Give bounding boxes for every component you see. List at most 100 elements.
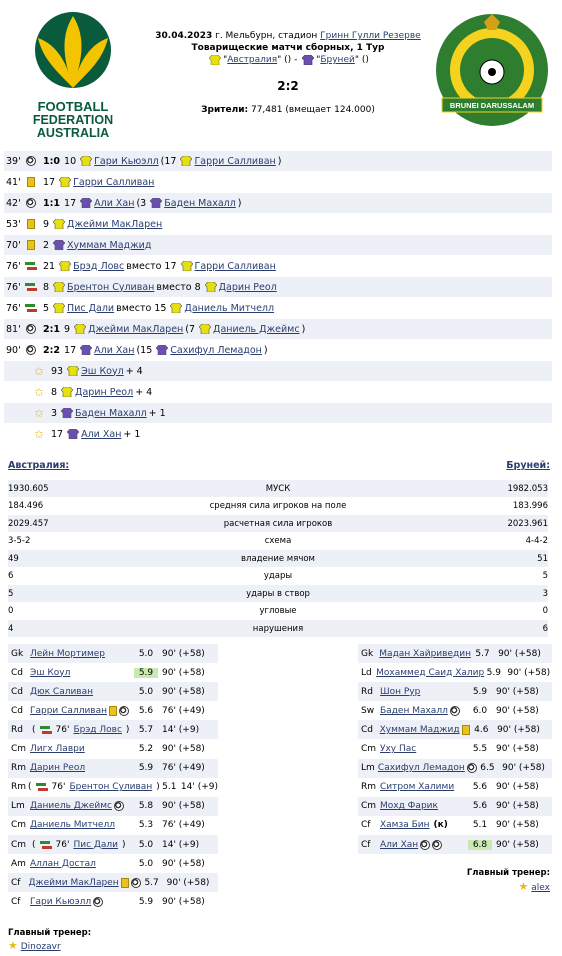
player-link[interactable]: Брэд Ловс	[73, 724, 122, 735]
player-link[interactable]: Гари Кьюэлл	[30, 896, 92, 907]
player-link[interactable]: Гарри Салливан	[73, 176, 155, 188]
player-link[interactable]: Ситром Халими	[380, 782, 455, 793]
event-row: 39' 1:0 10 Гари Кьюэлл (17 Гарри Салливан)	[4, 151, 552, 171]
player-row: Gk Мадан Хайриведин 5.7 90' (+58)	[358, 644, 552, 663]
player-link[interactable]: Али Хан	[380, 839, 419, 850]
player-link[interactable]: Дарин Реол	[218, 281, 277, 293]
player-link[interactable]: Дарин Реол	[30, 763, 86, 774]
player-link[interactable]: Хуммам Маджид	[67, 239, 152, 251]
stadium-link[interactable]: Гринн Гулли Резерве	[320, 31, 421, 41]
player-link[interactable]: Брентон Суливан	[67, 281, 155, 293]
home-team-link[interactable]: Австралия	[227, 55, 278, 65]
player-link[interactable]: Лейн Мортимер	[30, 648, 106, 659]
away-shirt-icon	[79, 344, 93, 356]
player-link[interactable]: Брэд Ловс	[73, 260, 125, 272]
player-time: 90' (+58)	[496, 744, 539, 754]
player-link[interactable]: Даниель Митчелл	[184, 302, 275, 314]
player-link[interactable]: Баден Махалл	[380, 705, 448, 716]
player-time: 14' (+9)	[180, 782, 218, 793]
player-link[interactable]: Баден Махалл	[164, 197, 236, 209]
player-link[interactable]: Гарри Салливан	[30, 705, 107, 716]
player-number: 8	[51, 386, 58, 398]
player-link[interactable]: Дюк Саливан	[30, 686, 94, 697]
player-link[interactable]: Хамза Бин	[380, 820, 430, 831]
player-time: 90' (+58)	[496, 705, 539, 716]
player-link[interactable]: Мохаммед Саид Халир	[376, 667, 485, 678]
player-link[interactable]: Мадан Хайриведин	[379, 648, 471, 659]
stat-home: 0	[8, 606, 14, 616]
player-row: Cf Хамза Бин (к) 5.1 90' (+58)	[358, 816, 552, 835]
player-time: 76' (+49)	[162, 705, 205, 716]
player-link[interactable]: Пис Дали	[67, 302, 115, 314]
player-position: Rd	[361, 686, 373, 697]
player-rating: 6.8	[468, 839, 492, 850]
away-team-heading[interactable]: Бруней:	[506, 460, 550, 471]
player-link[interactable]: Дарин Реол	[75, 386, 134, 398]
player-time: 14' (+9)	[162, 724, 200, 735]
home-coach: ★ Dinozavr	[8, 939, 61, 952]
player-link[interactable]: Пис Дали	[73, 839, 119, 850]
player-link[interactable]: Эш Коул	[30, 667, 71, 678]
home-shirt-icon	[58, 260, 72, 272]
player-position: Rm	[11, 782, 27, 793]
player-time: 90' (+58)	[496, 839, 539, 850]
player-position: Cm	[361, 801, 377, 812]
away-coach-link[interactable]: alex	[531, 883, 550, 893]
player-row: Cd Дюк Саливан 5.0 90' (+58)	[8, 682, 218, 702]
player-link[interactable]: Джейми МакЛарен	[28, 877, 119, 888]
player-rating: 5.9	[138, 896, 154, 907]
player-link[interactable]: Сахифул Лемадон	[170, 344, 262, 356]
player-link[interactable]: Эш Коул	[81, 365, 124, 377]
sub-text: вместо 15	[116, 302, 167, 314]
sub-minute: 76'	[55, 724, 70, 735]
player-link[interactable]: Али Хан	[94, 197, 135, 209]
player-link[interactable]: Брентон Суливан	[69, 782, 153, 793]
player-link[interactable]: Джейми МакЛарен	[67, 218, 163, 230]
paren: )	[156, 782, 160, 793]
player-link[interactable]: Али Хан	[81, 428, 122, 440]
player-link[interactable]: Гари Кьюэлл	[94, 155, 159, 167]
assist-text: (3	[136, 197, 147, 209]
player-link[interactable]: Джейми МакЛарен	[88, 323, 184, 335]
player-link[interactable]: Даниель Митчелл	[30, 820, 115, 831]
player-link[interactable]: Сахифул Лемадон	[377, 763, 465, 774]
player-link[interactable]: Аллан Достал	[30, 858, 96, 869]
goal-ball-icon	[26, 345, 36, 355]
player-name-cell: Баден Махалл	[380, 705, 468, 716]
player-link[interactable]: Баден Махалл	[75, 407, 147, 419]
event-tail: + 4	[125, 365, 143, 377]
event-icon: ✩	[32, 365, 46, 378]
stat-away: 0	[542, 606, 548, 616]
player-number: 17	[64, 197, 77, 209]
home-team-heading[interactable]: Австралия:	[8, 460, 70, 471]
player-rating: 5.3	[138, 820, 154, 831]
rating-star-icon: ✩	[34, 427, 44, 441]
player-time: 90' (+58)	[496, 801, 539, 812]
player-link[interactable]: Мохд Фарик	[380, 801, 438, 812]
event-minute: 53'	[6, 218, 21, 230]
player-time: 90' (+58)	[162, 648, 205, 659]
home-coach-link[interactable]: Dinozavr	[20, 942, 61, 952]
player-time: 90' (+58)	[162, 801, 205, 812]
player-time: 76' (+49)	[162, 820, 205, 831]
player-rating: 5.0	[138, 839, 154, 850]
player-link[interactable]: Хуммам Маджид	[379, 724, 460, 735]
player-row: Cd Хуммам Маджид 4.6 90' (+58)	[358, 720, 552, 740]
player-link[interactable]: Лигх Лаври	[30, 744, 85, 754]
svg-text:FOOTBALL: FOOTBALL	[38, 99, 109, 114]
player-name-cell: Лигх Лаври	[30, 744, 134, 754]
event-icon	[24, 344, 38, 356]
paren: (	[32, 839, 36, 850]
yellow-card-icon	[27, 219, 35, 229]
goal-ball-icon	[93, 896, 104, 907]
player-row: Cf Джейми МакЛарен 5.7 90' (+58)	[8, 873, 218, 893]
player-link[interactable]: Даниель Джеймс	[213, 323, 300, 335]
event-score: 1:0	[43, 155, 61, 167]
player-link[interactable]: Ухy Пас	[380, 744, 417, 754]
player-link[interactable]: Гарри Салливан	[194, 155, 276, 167]
player-link[interactable]: Али Хан	[94, 344, 135, 356]
player-link[interactable]: Даниель Джеймс	[30, 801, 112, 812]
player-link[interactable]: Шон Рур	[380, 686, 421, 697]
away-team-link[interactable]: Бруней	[320, 55, 355, 65]
player-link[interactable]: Гарри Салливан	[194, 260, 276, 272]
